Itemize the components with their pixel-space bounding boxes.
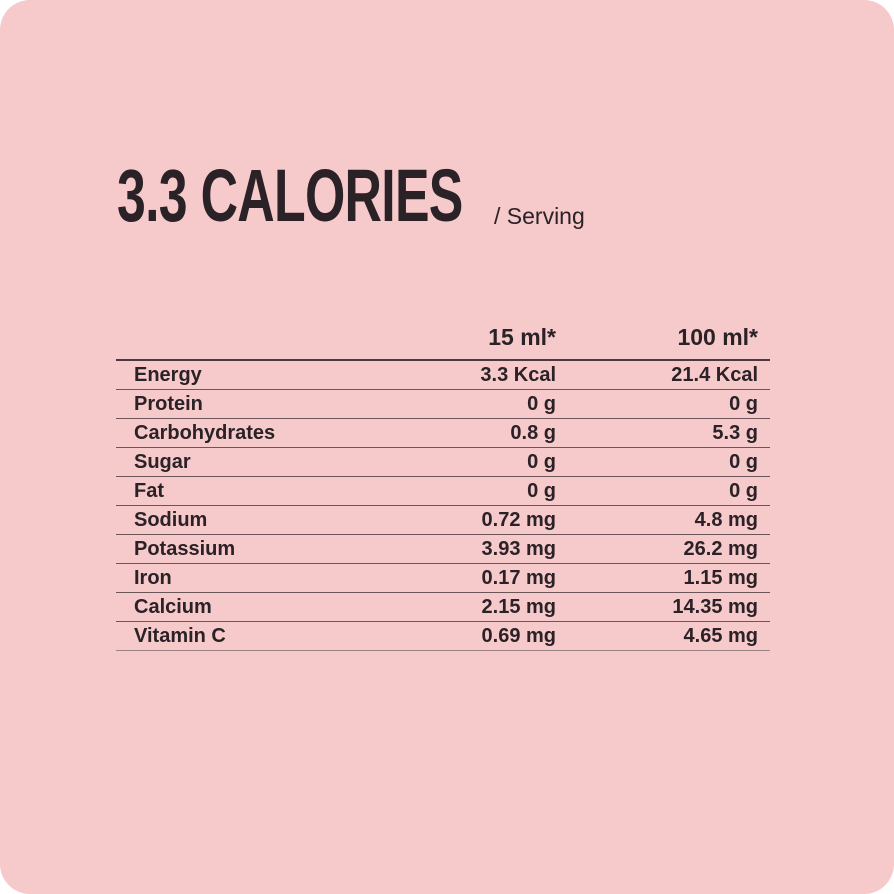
nutrient-name: Iron [134,567,172,589]
value-15ml: 2.15 mg [481,596,556,618]
table-row: Potassium 3.93 mg 26.2 mg [116,534,770,563]
value-15ml: 0 g [527,451,556,473]
value-100ml: 1.15 mg [683,567,758,589]
value-100ml: 0 g [729,451,758,473]
nutrient-name: Fat [134,480,164,502]
column-header-15ml: 15 ml* [488,324,556,350]
value-100ml: 4.65 mg [683,625,758,647]
table-row: Vitamin C 0.69 mg 4.65 mg [116,621,770,651]
calories-heading: 3.3 CALORIES [117,154,463,237]
table-header: 15 ml* 100 ml* [116,322,770,359]
value-15ml: 0.72 mg [481,509,556,531]
nutrition-table: 15 ml* 100 ml* Energy 3.3 Kcal 21.4 Kcal Pr… [116,322,770,651]
table-row: Sugar 0 g 0 g [116,447,770,476]
nutrient-name: Carbohydrates [134,422,276,444]
table-row: Iron 0.17 mg 1.15 mg [116,563,770,592]
nutrient-name: Calcium [134,596,212,618]
nutrient-name: Potassium [134,538,236,560]
value-100ml: 5.3 g [712,422,758,444]
value-15ml: 0 g [527,393,556,415]
table-row: Calcium 2.15 mg 14.35 mg [116,592,770,621]
value-15ml: 3.93 mg [481,538,556,560]
table-row: Energy 3.3 Kcal 21.4 Kcal [116,359,770,389]
table-row: Carbohydrates 0.8 g 5.3 g [116,418,770,447]
table-row: Protein 0 g 0 g [116,389,770,418]
value-15ml: 0.8 g [510,422,556,444]
table-row: Fat 0 g 0 g [116,476,770,505]
nutrient-name: Sugar [134,451,191,473]
table-row: Sodium 0.72 mg 4.8 mg [116,505,770,534]
value-15ml: 0 g [527,480,556,502]
nutrient-name: Energy [134,364,202,386]
value-100ml: 21.4 Kcal [671,364,758,386]
nutrient-name: Sodium [134,509,208,531]
nutrient-name: Vitamin C [134,625,226,647]
nutrient-name: Protein [134,393,203,415]
value-100ml: 0 g [729,480,758,502]
value-100ml: 4.8 mg [694,509,758,531]
value-15ml: 0.69 mg [481,625,556,647]
value-15ml: 3.3 Kcal [480,364,556,386]
value-100ml: 26.2 mg [683,538,758,560]
value-100ml: 14.35 mg [672,596,758,618]
serving-label: / Serving [494,203,585,229]
column-header-100ml: 100 ml* [677,324,758,350]
value-100ml: 0 g [729,393,758,415]
value-15ml: 0.17 mg [481,567,556,589]
